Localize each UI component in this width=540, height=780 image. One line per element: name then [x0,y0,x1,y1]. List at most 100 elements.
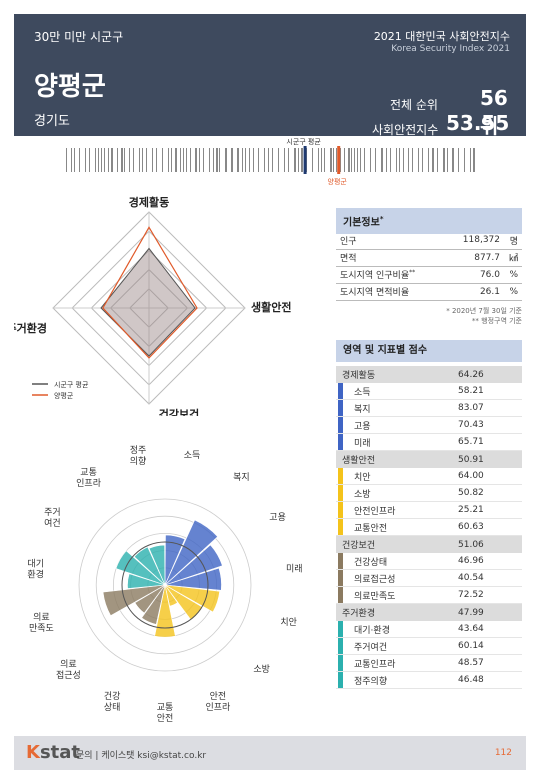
category-color-bar [338,553,343,569]
barcode-line [225,148,227,172]
barcode-line [104,148,105,172]
barcode-line [418,148,419,172]
item-name: 정주의향 [354,676,388,687]
polar-label: 고용 [269,512,286,523]
avg-marker-label: 시군구 평균 [286,138,321,146]
polar-wedge [102,584,166,617]
radar-legend-label: 양평군 [54,391,74,400]
polar-label: 안전 인프라 [205,691,231,713]
barcode-line [245,148,246,172]
item-name: 치안 [354,472,371,483]
barcode-line [216,148,218,172]
item-score: 65.71 [458,437,484,447]
item-score: 58.21 [458,386,484,396]
score-value: 53.55 점 [446,111,510,163]
score-item-row: 정주의향 46.48 [336,672,522,689]
info-unit: ㎢ [504,249,522,267]
category-color-bar [338,468,343,484]
info-value: 76.0 [444,266,504,284]
info-unit: % [504,283,522,301]
item-score: 60.63 [458,522,484,532]
polar-wedge [164,534,186,586]
info-row: 인구 118,372 명 [336,232,522,250]
category-score: 64.26 [458,369,484,380]
category-score: 50.91 [458,454,484,465]
logo-rest: stat [39,742,81,763]
item-name: 소방 [354,489,371,500]
barcode-line [370,148,371,172]
barcode-line [142,148,143,172]
barcode-line [321,148,322,172]
barcode-line [95,148,96,172]
item-score: 83.07 [458,403,484,413]
item-name: 미래 [354,438,371,449]
polar-wedge [164,544,223,586]
barcode-line [272,148,273,172]
item-score: 25.21 [458,505,484,515]
barcode-line [146,148,147,172]
item-name: 안전인프라 [354,506,396,517]
barcode-line [386,148,387,172]
polar-label: 건강 상태 [104,691,121,713]
barcode-line [348,148,350,172]
avg-marker [303,146,307,174]
barcode-line [121,148,123,172]
item-name: 의료접근성 [354,574,396,585]
category-color-bar [338,638,343,654]
barcode-line [298,148,299,172]
polar-wedge [154,584,176,638]
barcode-line [183,148,184,172]
polar-label: 교통 인프라 [76,467,102,489]
barcode-line [357,148,358,172]
item-score: 50.82 [458,488,484,498]
barcode-line [301,148,303,172]
info-title-sup: * [379,215,384,223]
info-section-title: 기본정보* [336,208,522,235]
category-color-bar [338,519,343,535]
radar-axis-label: 건강보건 [159,407,199,416]
barcode-line [294,148,296,172]
score-item-row: 안전인프라 25.21 [336,502,522,519]
category-color-bar [338,621,343,637]
polar-label: 미래 [286,563,303,574]
item-score: 64.00 [458,471,484,481]
barcode-line [412,148,413,172]
info-note-1: * 2020년 7월 30일 기준 [446,307,522,315]
score-item-row: 의료만족도 72.52 [336,587,522,604]
barcode-line [249,148,250,172]
barcode-line [253,148,254,172]
info-unit: % [504,266,522,284]
category-color-bar [338,502,343,518]
barcode-line [129,148,130,172]
self-marker-label: 양평군 [328,177,348,186]
score-list: 경제활동 64.26 소득 58.21 복지 83.07 고용 70.43 미래 65.71 생활안… [336,366,522,689]
barcode-line [101,148,102,172]
barcode-line [432,148,434,172]
rank-value: 56 위 [480,86,508,138]
polar-label: 치안 [280,616,297,628]
barcode-line [333,148,334,172]
barcode-line [422,148,423,172]
category-color-bar [338,417,343,433]
radar-axis-label: 주거환경 [14,321,47,335]
barcode-line [312,148,313,172]
barcode-line [152,148,153,172]
info-label: 면적 [336,249,445,267]
category-score: 51.06 [458,539,484,550]
barcode-line [79,148,80,172]
barcode-line [452,148,454,172]
item-name: 교통인프라 [354,659,396,670]
score-category-row: 생활안전 50.91 [336,451,522,468]
score-item-row: 고용 70.43 [336,417,522,434]
barcode-line [324,148,325,172]
barcode-line [74,148,75,172]
category-name: 경제활동 [342,371,376,381]
rank-label: 전체 순위 [390,98,438,112]
barcode-line [162,148,163,172]
page-number: 112 [494,748,512,758]
polar-label: 대기 환경 [27,558,44,580]
footer: Kstat 문의 | 케이스탯 ksi@kstat.co.kr 112 [14,736,526,770]
info-row: 도시지역 인구비율** 76.0% [336,266,522,284]
category-color-bar [338,587,343,603]
